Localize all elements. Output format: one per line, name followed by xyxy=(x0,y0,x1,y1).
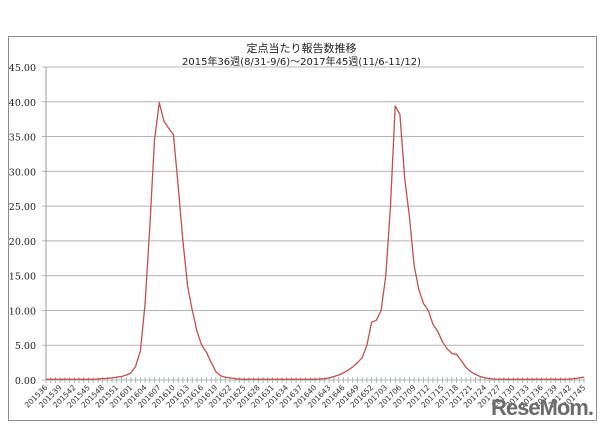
y-tick-label: 30.00 xyxy=(9,167,36,178)
y-tick-label: 5.00 xyxy=(15,341,36,352)
chart-title: 定点当たり報告数推移 xyxy=(246,42,357,55)
resemom-logo: ReseMom. xyxy=(490,395,594,420)
y-tick-label: 15.00 xyxy=(9,272,36,283)
series-line xyxy=(46,101,585,380)
y-tick-label: 0.00 xyxy=(15,376,36,387)
y-tick-label: 25.00 xyxy=(9,202,36,213)
y-tick-label: 20.00 xyxy=(9,237,36,248)
chart-subtitle: 2015年36週(8/31-9/6)〜2017年45週(11/6-11/12) xyxy=(182,57,421,68)
y-tick-label: 40.00 xyxy=(9,98,36,109)
y-tick-label: 45.00 xyxy=(9,63,36,74)
y-tick-label: 35.00 xyxy=(9,133,36,144)
y-tick-label: 10.00 xyxy=(9,306,36,317)
chart-frame xyxy=(8,36,597,421)
